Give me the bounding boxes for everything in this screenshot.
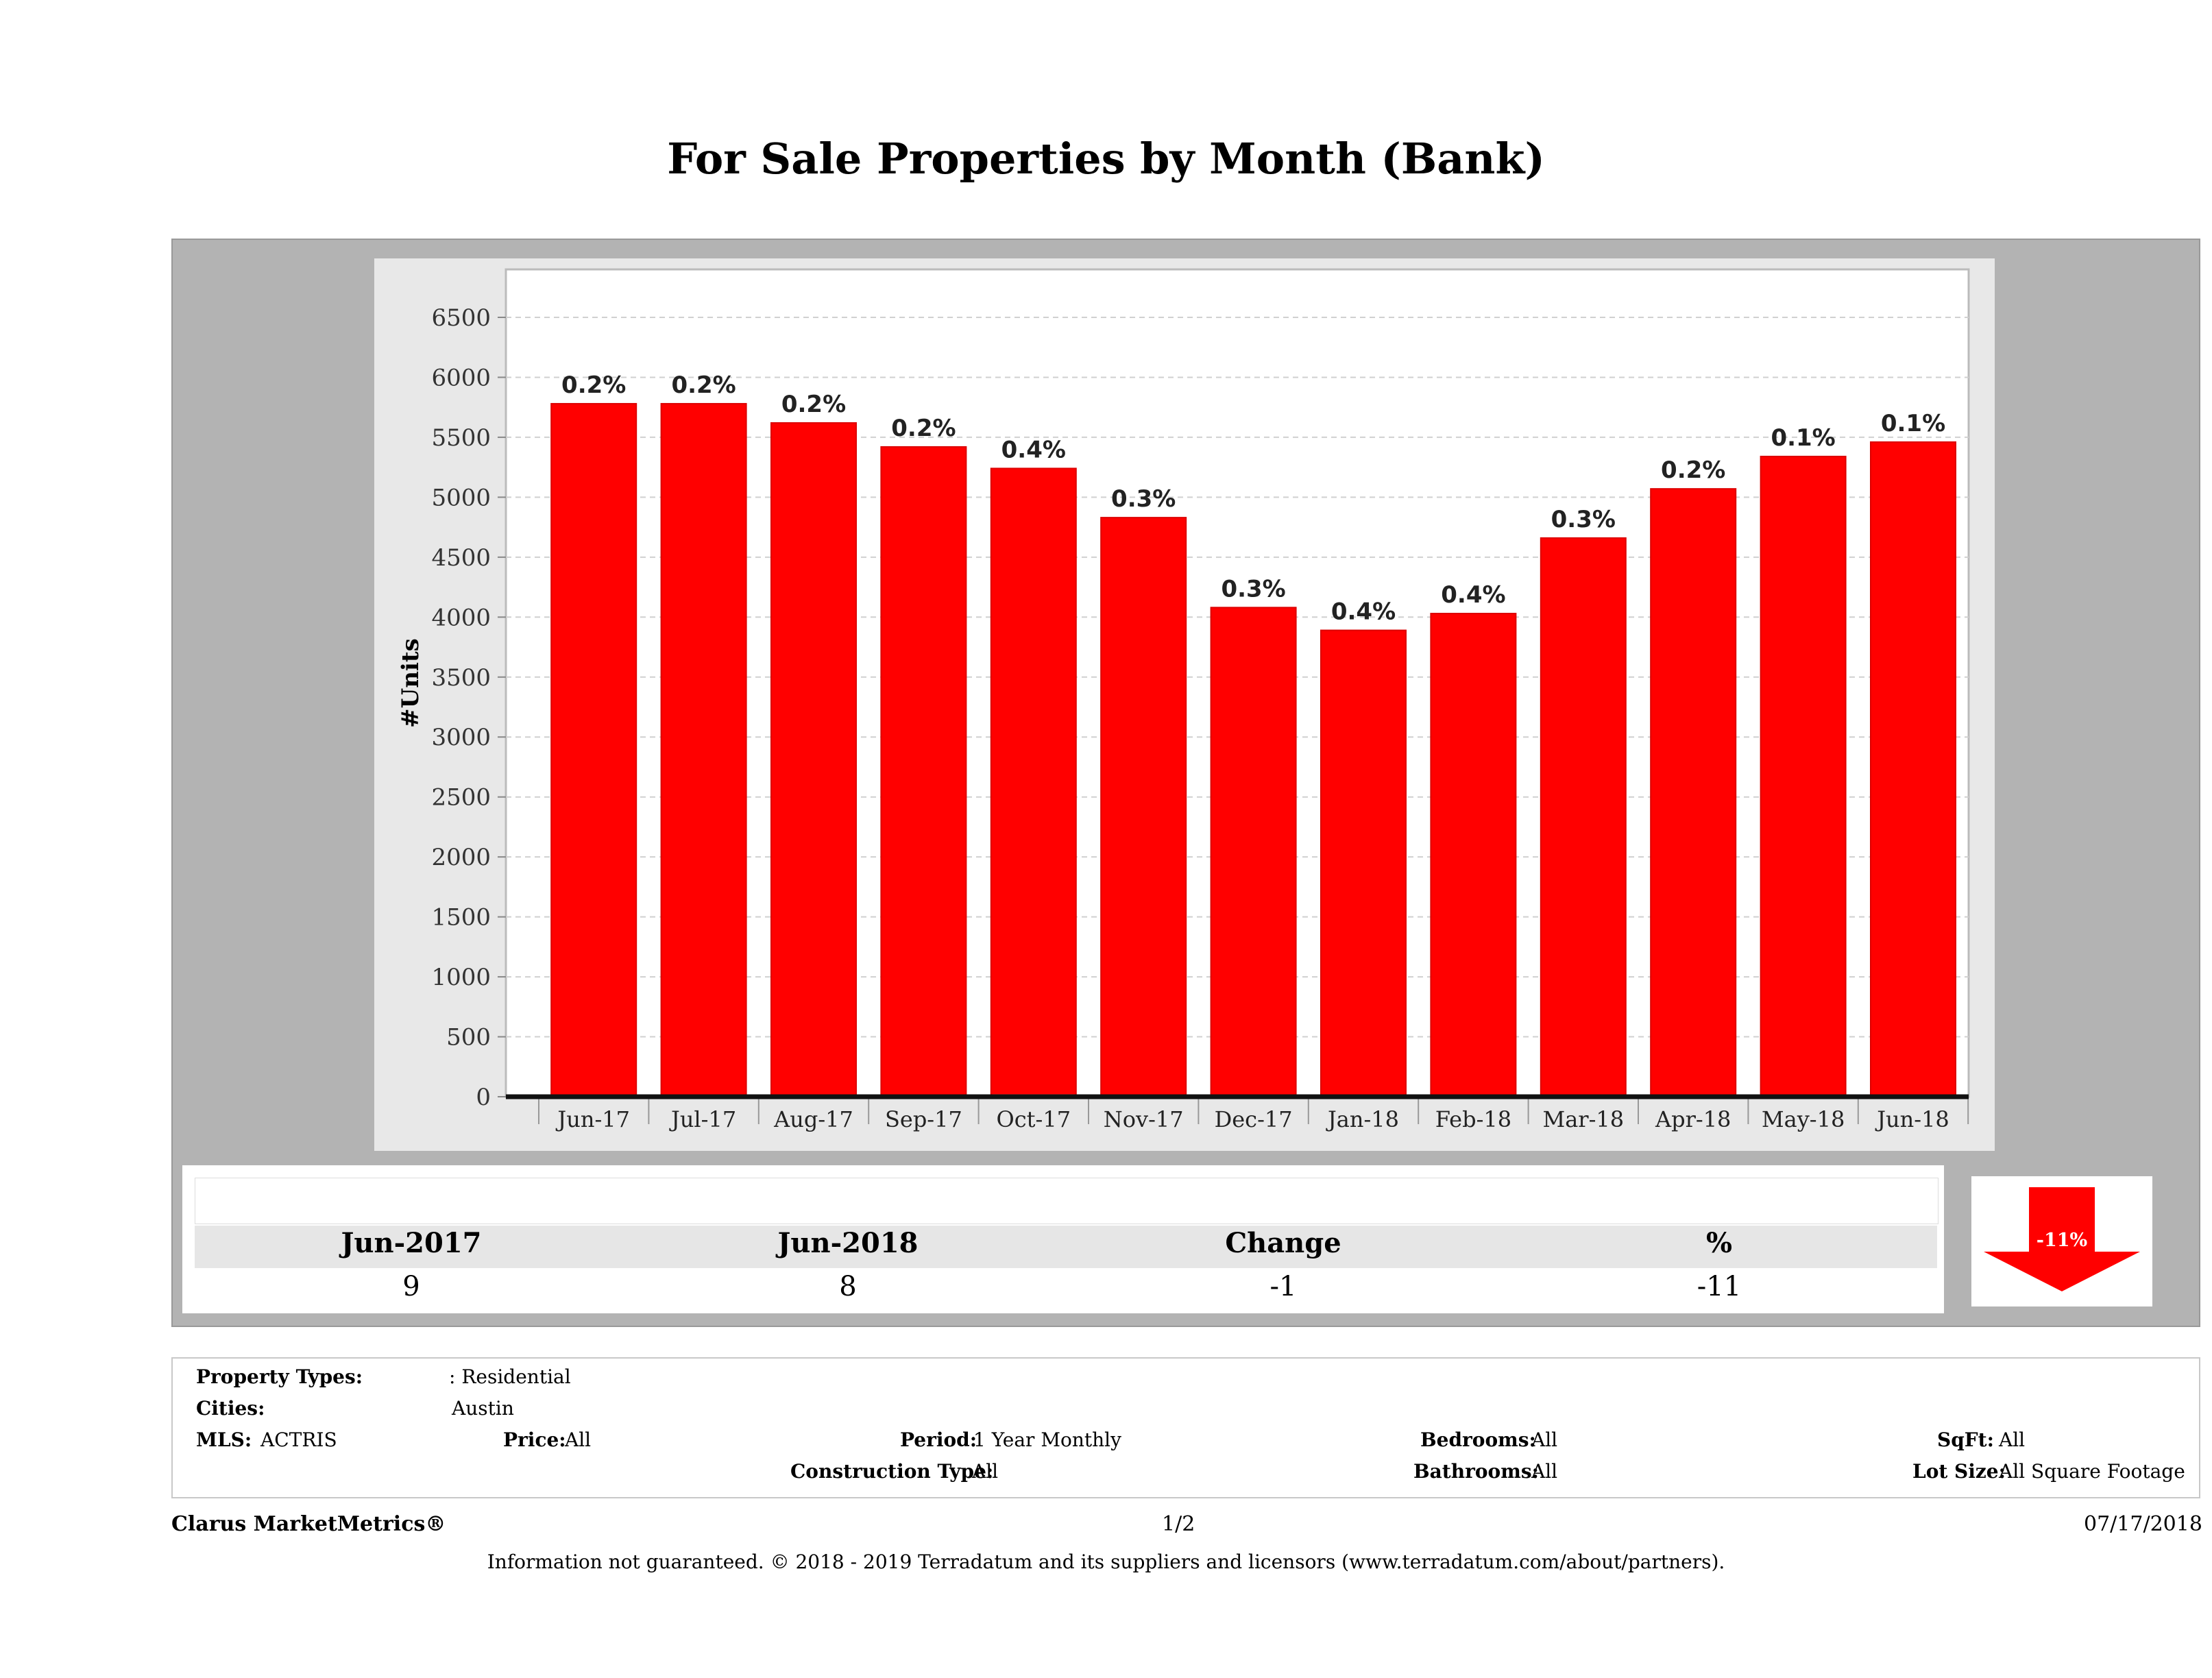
disclaimer: Information not guaranteed. © 2018 - 201… — [487, 1551, 1725, 1573]
x-tick-label: Feb-18 — [1435, 1106, 1511, 1132]
bedrooms-value: All — [1531, 1428, 1558, 1451]
construction-type-value: All — [972, 1460, 999, 1483]
report-date: 07/17/2018 — [2084, 1512, 2202, 1536]
sqft-value: All — [1999, 1428, 2026, 1451]
mls-label: MLS: — [196, 1428, 252, 1451]
filter-criteria — [171, 1357, 2200, 1498]
y-axis-label: #Units — [397, 638, 424, 728]
data-label: 0.3% — [1551, 506, 1616, 533]
summary-value-band — [195, 1271, 1937, 1308]
price-label: Price: — [503, 1428, 566, 1451]
property-types-value: : Residential — [449, 1365, 571, 1388]
y-tick-label: 2000 — [431, 844, 491, 871]
bar-May-18 — [1760, 455, 1847, 1097]
y-tick-label: 6000 — [431, 364, 491, 391]
cities-label: Cities: — [196, 1397, 265, 1420]
summary-header-end: Jun-2018 — [777, 1227, 919, 1259]
brand-name: Clarus MarketMetrics® — [171, 1512, 446, 1536]
lot-size-label: Lot Size: — [1912, 1460, 2006, 1483]
price-value: All — [565, 1428, 592, 1451]
bathrooms-value: All — [1531, 1460, 1558, 1483]
data-label: 0.1% — [1771, 424, 1835, 452]
bar-Feb-18 — [1430, 613, 1517, 1097]
summary-header-start: Jun-2017 — [341, 1227, 482, 1259]
period-label: Period: — [900, 1428, 977, 1451]
bar-chart: 0 500 1000 1500 2000 2500 3000 3500 4000 4500 5000… — [397, 268, 1970, 1132]
bar-Dec-17 — [1210, 607, 1297, 1097]
bar-Jul-17 — [660, 402, 747, 1097]
y-tick-label: 1500 — [431, 904, 491, 932]
y-tick-label: 4000 — [431, 604, 491, 631]
change-indicator: -11% — [1971, 1176, 2152, 1306]
bar-Aug-17 — [770, 422, 857, 1097]
change-badge-text: -11% — [2037, 1230, 2087, 1251]
data-label: 0.2% — [891, 415, 956, 442]
summary-value-change: -1 — [1269, 1271, 1297, 1302]
y-tick-label: 4500 — [431, 544, 491, 572]
bar-Jun-17 — [550, 402, 637, 1097]
data-label: 0.4% — [1331, 598, 1396, 626]
bar-Oct-17 — [990, 467, 1077, 1097]
period-value: 1 Year Monthly — [973, 1428, 1121, 1451]
data-label: 0.1% — [1881, 410, 1945, 437]
x-tick-label: Mar-18 — [1542, 1106, 1624, 1132]
summary-top-band — [195, 1178, 1938, 1224]
data-label: 0.4% — [1441, 581, 1505, 609]
data-label: 0.4% — [1001, 436, 1066, 463]
page-number: 1/2 — [1162, 1512, 1195, 1536]
summary-header-band — [195, 1226, 1937, 1268]
summary-value-start: 9 — [402, 1271, 420, 1302]
y-tick-label: 1000 — [431, 964, 491, 991]
bedrooms-label: Bedrooms: — [1420, 1428, 1536, 1451]
summary-value-end: 8 — [839, 1271, 857, 1302]
sqft-label: SqFt: — [1937, 1428, 1994, 1451]
x-tick-label: Dec-17 — [1215, 1106, 1293, 1132]
y-tick-label: 500 — [446, 1024, 491, 1051]
y-tick-label: 0 — [476, 1084, 491, 1111]
x-tick-label: May-18 — [1762, 1106, 1845, 1132]
x-tick-label: Apr-18 — [1655, 1106, 1731, 1132]
data-label: 0.3% — [1221, 575, 1285, 603]
cities-value: Austin — [452, 1397, 514, 1420]
y-tick-label: 3000 — [431, 724, 491, 751]
data-label: 0.2% — [1661, 457, 1725, 484]
y-tick-label: 3500 — [431, 664, 491, 692]
x-tick-label: Jul-17 — [669, 1106, 736, 1132]
summary-header-change: Change — [1225, 1227, 1341, 1259]
bar-Apr-18 — [1650, 488, 1737, 1097]
x-tick-label: Jun-17 — [555, 1106, 630, 1132]
summary-header-percent: % — [1705, 1227, 1732, 1259]
down-arrow-icon: -11% — [1984, 1187, 2140, 1291]
mls-value: ACTRIS — [260, 1428, 337, 1451]
lot-size-value: All Square Footage — [1999, 1460, 2185, 1483]
y-tick-label: 2500 — [431, 784, 491, 812]
x-tick-label: Jun-18 — [1875, 1106, 1949, 1132]
data-label: 0.2% — [561, 372, 626, 399]
chart-area: 0 500 1000 1500 2000 2500 3000 3500 4000 4500 5000… — [374, 258, 1995, 1151]
data-label: 0.3% — [1111, 485, 1176, 513]
bar-Nov-17 — [1100, 517, 1187, 1098]
construction-type-label: Construction Type: — [790, 1460, 994, 1483]
x-tick-label: Sep-17 — [885, 1106, 962, 1132]
bar-Sep-17 — [880, 446, 967, 1097]
y-tick-label: 5500 — [431, 424, 491, 452]
bar-Mar-18 — [1540, 537, 1627, 1097]
y-tick-label: 6500 — [431, 304, 491, 332]
x-tick-label: Jan-18 — [1326, 1106, 1399, 1132]
bar-Jun-18 — [1870, 441, 1956, 1098]
bar-Jan-18 — [1320, 629, 1407, 1097]
down-arrow-shape — [1984, 1187, 2140, 1291]
summary-value-percent: -11 — [1697, 1271, 1742, 1302]
data-label: 0.2% — [781, 391, 846, 418]
property-types-label: Property Types: — [196, 1365, 363, 1388]
x-tick-label: Aug-17 — [773, 1106, 853, 1132]
y-tick-label: 5000 — [431, 484, 491, 511]
data-label: 0.2% — [671, 372, 736, 399]
x-tick-label: Oct-17 — [997, 1106, 1071, 1132]
x-tick-label: Nov-17 — [1104, 1106, 1184, 1132]
page-title: For Sale Properties by Month (Bank) — [667, 134, 1545, 184]
bathrooms-label: Bathrooms: — [1413, 1460, 1539, 1483]
